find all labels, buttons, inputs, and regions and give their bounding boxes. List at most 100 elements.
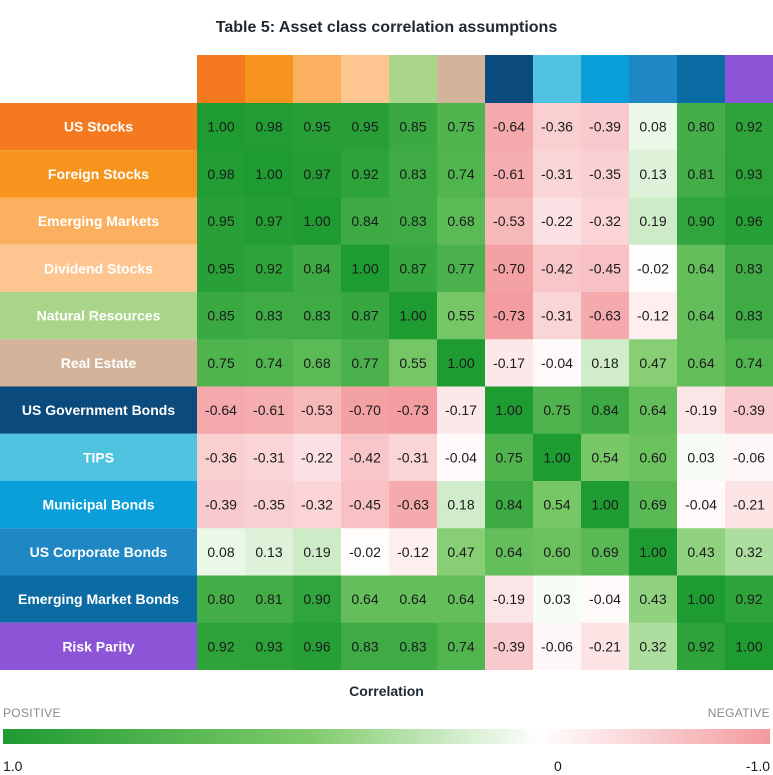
cell-value-label: -0.17: [493, 355, 525, 371]
cell-value-label: 0.95: [351, 119, 378, 135]
cell-value-label: -0.35: [589, 166, 621, 182]
row-label-bg: [0, 292, 197, 340]
cell-value-label: -0.21: [589, 638, 621, 654]
row-label-bg: [0, 150, 197, 198]
column-header-swatch: [485, 55, 533, 103]
cell-value-label: 0.95: [303, 119, 330, 135]
legend-title: Correlation: [349, 683, 424, 699]
row-label: US Government Bonds: [22, 402, 175, 418]
cell-value-label: 0.83: [303, 308, 330, 324]
heatmap-cell: [485, 292, 534, 340]
cell-value-label: 0.64: [399, 591, 426, 607]
heatmap-cell: [677, 433, 726, 482]
cell-value-label: 0.32: [735, 544, 762, 560]
cell-value-label: -0.45: [589, 260, 621, 276]
heatmap-cell: [437, 481, 486, 529]
heatmap-cell: [197, 575, 246, 624]
row-label-bg: [0, 386, 197, 434]
cell-value-label: 0.54: [543, 497, 570, 513]
cell-value-label: -0.22: [301, 449, 333, 465]
heatmap-cell: [677, 481, 726, 529]
cell-value-label: 0.83: [399, 166, 426, 182]
heatmap-cell: [293, 244, 342, 293]
heatmap-cell: [293, 528, 342, 576]
cell-value-label: 0.84: [495, 497, 522, 513]
cell-value-label: 0.74: [255, 355, 282, 371]
heatmap-cell: [389, 528, 438, 576]
heatmap-cell: [677, 622, 726, 670]
cell-value-label: 0.03: [687, 449, 714, 465]
heatmap-cell: [293, 575, 342, 624]
heatmap-cell: [725, 575, 773, 624]
cell-value-label: -0.32: [589, 213, 621, 229]
heatmap-cell: [389, 481, 438, 529]
cell-value-label: -0.04: [445, 449, 477, 465]
heatmap-cell: [629, 197, 678, 246]
cell-value-label: 0.43: [639, 591, 666, 607]
heatmap-cell: [197, 481, 246, 529]
cell-value-label: -0.04: [541, 355, 573, 371]
heatmap-cell: [533, 622, 582, 670]
column-header-swatch: [725, 55, 773, 103]
cell-value-label: 0.75: [543, 402, 570, 418]
heatmap-cell: [581, 339, 630, 387]
heatmap-cell: [341, 292, 390, 340]
cell-value-label: -0.12: [637, 308, 669, 324]
heatmap-cell: [437, 575, 486, 624]
cell-value-label: 0.13: [639, 166, 666, 182]
heatmap-cell: [341, 150, 390, 198]
cell-value-label: 0.64: [687, 355, 714, 371]
row-label-bg: [0, 481, 197, 529]
row-label: Risk Parity: [62, 638, 135, 654]
cell-value-label: 0.80: [687, 119, 714, 135]
heatmap-cell: [581, 292, 630, 340]
heatmap-cell: [245, 244, 294, 293]
heatmap-cell: [245, 433, 294, 482]
heatmap-cell: [677, 528, 726, 576]
cell-value-label: 0.98: [255, 119, 282, 135]
heatmap-cell: [533, 292, 582, 340]
heatmap-cell: [389, 150, 438, 198]
column-header-swatch: [389, 55, 437, 103]
heatmap-cell: [437, 197, 486, 246]
cell-value-label: 0.68: [447, 213, 474, 229]
cell-value-label: 0.90: [687, 213, 714, 229]
cell-value-label: 1.00: [447, 355, 474, 371]
heatmap-cell: [197, 103, 246, 151]
heatmap-cell: [293, 292, 342, 340]
heatmap-cell: [677, 339, 726, 387]
heatmap-cell: [341, 622, 390, 670]
heatmap-cell: [485, 103, 534, 151]
heatmap-cell: [533, 575, 582, 624]
cell-value-label: 1.00: [351, 260, 378, 276]
cell-value-label: 0.87: [351, 308, 378, 324]
legend-positive-label: POSITIVE: [3, 706, 61, 720]
heatmap-cell: [533, 481, 582, 529]
cell-value-label: -0.32: [301, 497, 333, 513]
cell-value-label: -0.04: [685, 497, 717, 513]
heatmap-cell: [677, 197, 726, 246]
heatmap-cell: [485, 197, 534, 246]
heatmap-cell: [293, 386, 342, 435]
heatmap-cell: [533, 103, 582, 151]
cell-value-label: 0.83: [399, 213, 426, 229]
row-label: Real Estate: [61, 355, 137, 371]
heatmap-cell: [581, 103, 630, 151]
column-header-swatch: [533, 55, 581, 103]
cell-value-label: 0.55: [447, 308, 474, 324]
cell-value-label: 0.74: [447, 166, 474, 182]
heatmap-cell: [245, 103, 294, 151]
cell-value-label: 0.84: [303, 260, 330, 276]
cell-value-label: -0.31: [253, 449, 285, 465]
cell-value-label: -0.42: [541, 260, 573, 276]
cell-value-label: 0.92: [207, 638, 234, 654]
row-label-bg: [0, 433, 197, 481]
cell-value-label: 0.96: [735, 213, 762, 229]
row-label: Dividend Stocks: [44, 260, 153, 276]
heatmap-cell: [389, 433, 438, 482]
heatmap-cell: [629, 622, 678, 670]
heatmap-cell: [581, 433, 630, 482]
cell-value-label: 0.47: [639, 355, 666, 371]
heatmap-cell: [725, 103, 773, 151]
heatmap-cell: [533, 528, 582, 576]
